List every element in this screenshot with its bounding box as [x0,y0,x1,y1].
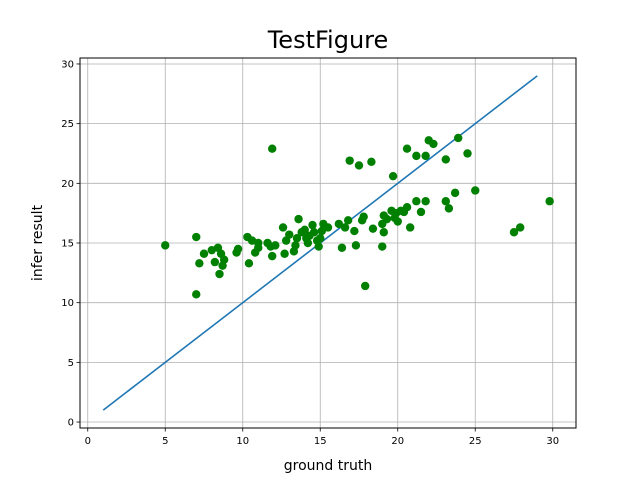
scatter-point [509,228,519,237]
scatter-point [471,186,480,195]
y-tick-label: 5 [68,358,74,369]
scatter-point [367,157,376,167]
scatter-point [309,228,319,237]
x-tick-label: 25 [469,436,482,447]
scatter-point [450,188,460,198]
scatter-point [429,139,438,149]
x-axis-ticks: 0 5 10 15 20 25 30 [85,428,559,447]
scatter-point [271,241,280,250]
x-tick-label: 0 [85,436,91,447]
y-tick-label: 10 [61,298,74,309]
scatter-point [350,226,359,236]
scatter-point [280,249,289,258]
x-axis-label: ground truth [284,458,372,474]
scatter-point [416,207,426,217]
scatter-point [454,133,463,143]
scatter-point [308,220,317,230]
y-tick-label: 15 [61,239,74,250]
scatter-point [254,238,263,248]
scatter-point [393,217,402,226]
scatter-point [278,223,288,232]
chart-marks [102,75,554,411]
scatter-point [351,241,361,250]
scatter-point [192,232,201,242]
scatter-point [444,204,454,213]
scatter-point [294,214,303,224]
scatter-point [402,144,412,153]
y-axis-label: infer result [30,204,46,281]
scatter-point [334,219,344,229]
scatter-point [345,156,354,165]
x-tick-label: 10 [236,436,249,447]
scatter-point [337,243,347,252]
scatter-point [354,161,364,170]
scatter-point [303,238,313,248]
scatter-point [195,259,204,268]
grid [80,58,576,428]
scatter-point [316,234,325,243]
scatter-point [161,241,170,250]
scatter-point [268,251,277,261]
scatter-point [314,242,323,251]
scatter-point [359,212,368,221]
scatter-point [379,228,388,237]
x-tick-label: 5 [162,436,168,447]
x-tick-label: 15 [314,436,327,447]
y-tick-label: 25 [61,119,74,130]
scatter-point [340,223,350,232]
scatter-point [317,226,326,236]
scatter-point [405,223,415,232]
scatter-point [219,255,229,264]
scatter-point [268,144,277,153]
scatter-point [421,151,430,161]
scatter-point [292,234,302,243]
scatter-point [244,259,254,268]
scatter-point [361,281,370,291]
y-tick-label: 30 [61,59,74,70]
scatter-point [545,197,554,206]
scatter-point [199,249,209,258]
scatter-point [378,242,387,251]
scatter-point [412,197,421,206]
y-tick-label: 0 [68,418,74,429]
scatter-point [441,155,450,164]
scatter-point [421,197,430,206]
scatter-point [368,224,378,233]
x-tick-label: 30 [546,436,559,447]
scatter-point [343,216,353,225]
scatter-point [233,244,243,254]
scatter-point [388,171,398,181]
y-tick-label: 20 [61,179,74,190]
scatter-point [291,241,300,250]
scatter-point [285,230,294,239]
y-axis-ticks: 0 5 10 15 20 25 30 [61,59,80,429]
scatter-point [192,290,201,299]
scatter-point [323,223,333,232]
chart-title: TestFigure [267,26,389,54]
scatter-point [516,223,525,232]
scatter-point [463,149,472,158]
scatter-point [441,197,450,206]
scatter-point [215,269,224,279]
scatter-point [382,214,392,224]
scatter-point [402,202,412,212]
scatter-point [412,151,421,161]
scatter-point [210,257,220,267]
x-tick-label: 20 [391,436,404,447]
scatter-point [300,225,309,235]
